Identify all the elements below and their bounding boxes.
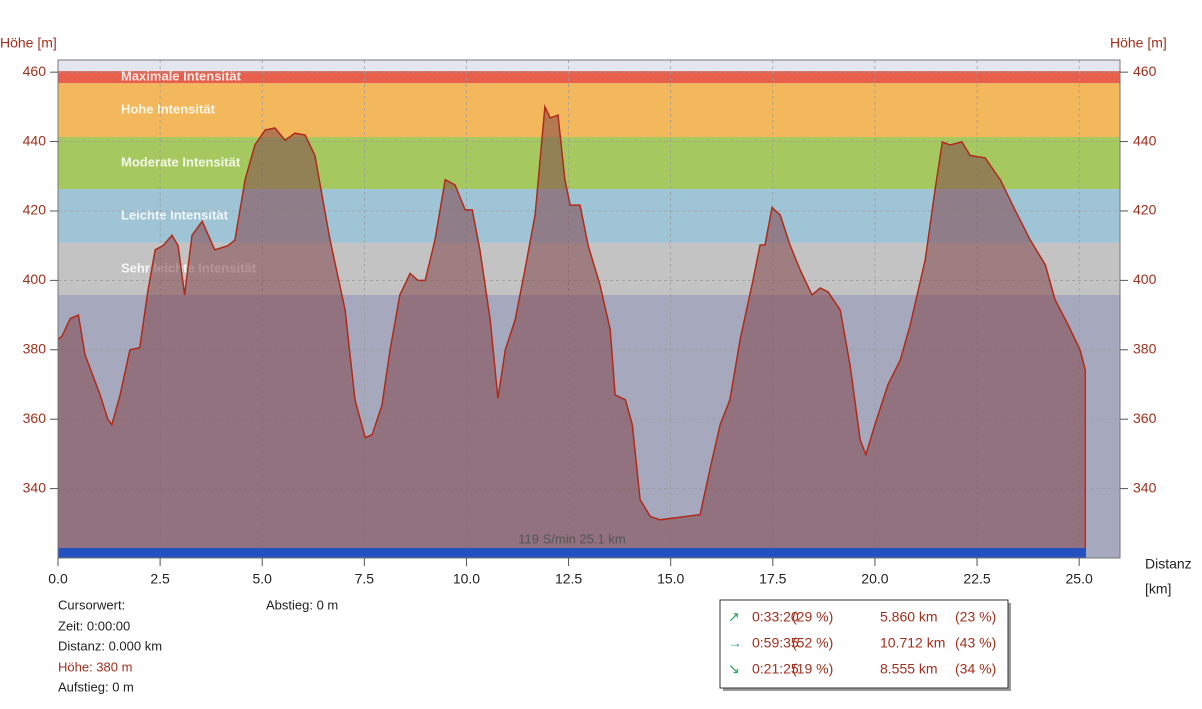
x-tick-label: 15.0 (657, 571, 684, 587)
stats-cell: 10.712 km (880, 635, 945, 651)
plot-frame (57, 59, 1121, 559)
zone-label: Hohe Intensität (121, 102, 216, 117)
x-tick-label: 22.5 (963, 571, 990, 587)
stats-cell: 8.555 km (880, 661, 938, 677)
zone-label: Leichte Intensität (121, 207, 229, 222)
stats-cell: (43 %) (955, 635, 996, 651)
y2-tick-label: 360 (1133, 410, 1157, 426)
x-tick-label: 17.5 (759, 571, 786, 587)
zone-label: Maximale Intensität (121, 69, 242, 84)
flat-icon: → (728, 635, 742, 651)
ascent-icon: ↗ (728, 609, 740, 625)
x-axis-label: Distanz (1145, 556, 1192, 572)
track-bar (58, 548, 1086, 558)
stats-cell: 5.860 km (880, 609, 938, 625)
y2-tick-label: 420 (1133, 202, 1157, 218)
x-tick-label: 10.0 (453, 571, 480, 587)
y2-tick-label: 340 (1133, 479, 1157, 495)
zone-band (58, 71, 1120, 84)
stats-box: ↗ → ↘ (719, 599, 1011, 691)
x-tick-label: 0.0 (48, 571, 68, 587)
stats-frame (719, 599, 1009, 689)
area-fill (58, 106, 1086, 559)
x-tick-label: 7.5 (355, 571, 375, 587)
cursor-descent: Abstieg: 0 m (266, 597, 338, 612)
x-tick-label: 25.0 (1066, 571, 1093, 587)
y-axis-label: Höhe [m] (0, 35, 57, 51)
x-tick-label: 12.5 (555, 571, 582, 587)
stats-cell: (19 %) (792, 661, 833, 677)
x-tick-label: 20.0 (861, 571, 888, 587)
cursor-panel: Cursorwert: Zeit: 0:00:00 Distanz: 0.000… (58, 597, 338, 694)
y-tick-label: 440 (23, 132, 47, 148)
y-tick-label: 360 (23, 410, 47, 426)
cursor-time: Zeit: 0:00:00 (58, 618, 130, 633)
y-tick-label: 400 (23, 271, 47, 287)
stats-cell: 0:33:20 (752, 609, 799, 625)
y2-tick-label: 400 (1133, 271, 1157, 287)
x-tick-label: 5.0 (252, 571, 272, 587)
y2-tick-label: 460 (1133, 63, 1157, 79)
elevation-line (57, 104, 1087, 521)
y-tick-label: 460 (23, 63, 47, 79)
y-tick-label: 420 (23, 202, 47, 218)
zone-band (58, 83, 1120, 138)
y2-tick-label: 440 (1133, 132, 1157, 148)
cursor-title: Cursorwert: (58, 597, 125, 612)
cursor-height: Höhe: 380 m (58, 659, 132, 674)
stats-cell: (34 %) (955, 661, 996, 677)
stats-cell: 0:21:25 (752, 661, 799, 677)
stats-cell: 0:59:35 (752, 635, 799, 651)
stats-cell: (23 %) (955, 609, 996, 625)
stats-cell: (29 %) (792, 609, 833, 625)
annotation: 119 S/min 25.1 km (518, 531, 625, 546)
y2-tick-label: 380 (1133, 340, 1157, 356)
stats-cell: (52 %) (792, 635, 833, 651)
x-tick-label: 2.5 (150, 571, 170, 587)
y-tick-label: 340 (23, 479, 47, 495)
descent-icon: ↘ (728, 661, 740, 677)
plot: Maximale Intensität Hohe Intensität Modera… (57, 59, 1121, 559)
cursor-distance: Distanz: 0.000 km (58, 638, 162, 653)
cursor-ascent: Aufstieg: 0 m (58, 679, 134, 694)
x-axis-label: [km] (1145, 581, 1171, 597)
zone-label: Moderate Intensität (121, 155, 241, 170)
y2-axis-label: Höhe [m] (1110, 35, 1167, 51)
y-tick-label: 380 (23, 340, 47, 356)
